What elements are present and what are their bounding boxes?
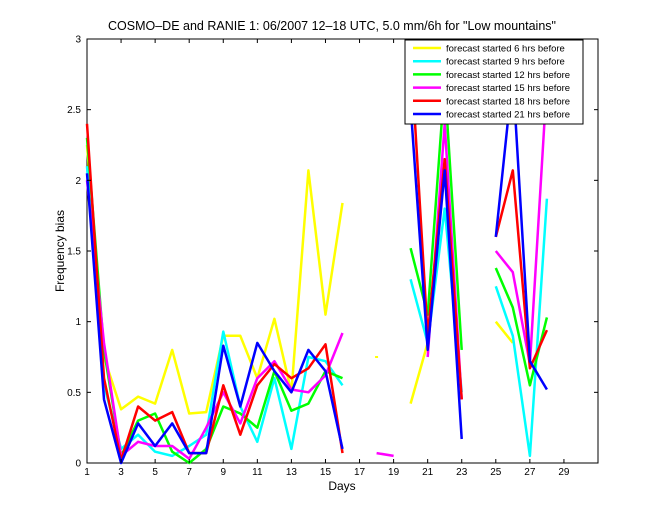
series-1-line [494,320,514,344]
legend-entry: forecast started 21 hrs before [413,110,570,121]
legend: forecast started 6 hrs before forecast st… [404,39,584,125]
series-6-line [409,105,463,440]
x-tick-label: 19 [388,467,400,478]
x-tick-label: 17 [354,467,366,478]
series-6-line [494,73,548,391]
y-axis-label: Frequency bias [53,210,67,292]
x-tick-label: 5 [152,467,158,478]
legend-label: forecast started 12 hrs before [446,70,570,81]
y-ticks: 0 0.5 1 1.5 2 2.5 3 [67,35,598,470]
x-tick-label: 11 [252,467,263,478]
series-1-line [85,144,344,415]
y-tick-label: 3 [75,35,81,46]
x-tick-label: 21 [422,467,434,478]
legend-label: forecast started 21 hrs before [446,110,570,121]
legend-entry: forecast started 9 hrs before [413,57,565,68]
series-6 [85,73,548,465]
legend-entry: forecast started 15 hrs before [413,83,570,94]
x-ticks: 1 3 5 7 9 11 13 15 17 19 21 23 25 27 29 [84,39,570,478]
y-tick-label: 0.5 [67,388,81,399]
series-4-line [85,180,344,461]
x-tick-label: 23 [456,467,468,478]
x-tick-label: 1 [84,467,90,478]
x-tick-label: 7 [186,467,192,478]
series-2-line [494,198,549,458]
y-tick-label: 2.5 [67,105,81,116]
legend-label: forecast started 18 hrs before [446,96,570,107]
legend-entry: forecast started 18 hrs before [413,96,570,107]
x-tick-label: 27 [524,467,536,478]
series-4-line [376,451,394,458]
series-group [85,48,549,465]
legend-box [404,39,584,125]
x-tick-label: 9 [220,467,226,478]
y-tick-label: 0 [75,459,81,470]
series-3-line [409,80,463,350]
y-tick-label: 1.5 [67,247,81,258]
legend-label: forecast started 15 hrs before [446,83,570,94]
legend-entry: forecast started 6 hrs before [413,44,565,55]
chart-title: COSMO–DE and RANIE 1: 06/2007 12–18 UTC,… [108,19,556,33]
x-tick-label: 25 [490,467,502,478]
legend-label: forecast started 9 hrs before [446,57,565,68]
legend-entry: forecast started 12 hrs before [413,70,570,81]
y-tick-label: 2 [75,176,81,187]
x-tick-label: 3 [118,467,124,478]
x-tick-label: 13 [286,467,298,478]
series-5-line [494,169,549,370]
series-4-line [494,81,549,366]
legend-label: forecast started 6 hrs before [446,44,565,55]
series-3-line [85,137,343,465]
series-1 [85,144,514,415]
series-6-line [85,173,344,465]
x-axis-label: Days [328,479,355,493]
x-tick-label: 15 [320,467,332,478]
series-1-line [409,342,429,404]
y-tick-label: 1 [75,317,81,328]
x-tick-label: 29 [558,467,570,478]
